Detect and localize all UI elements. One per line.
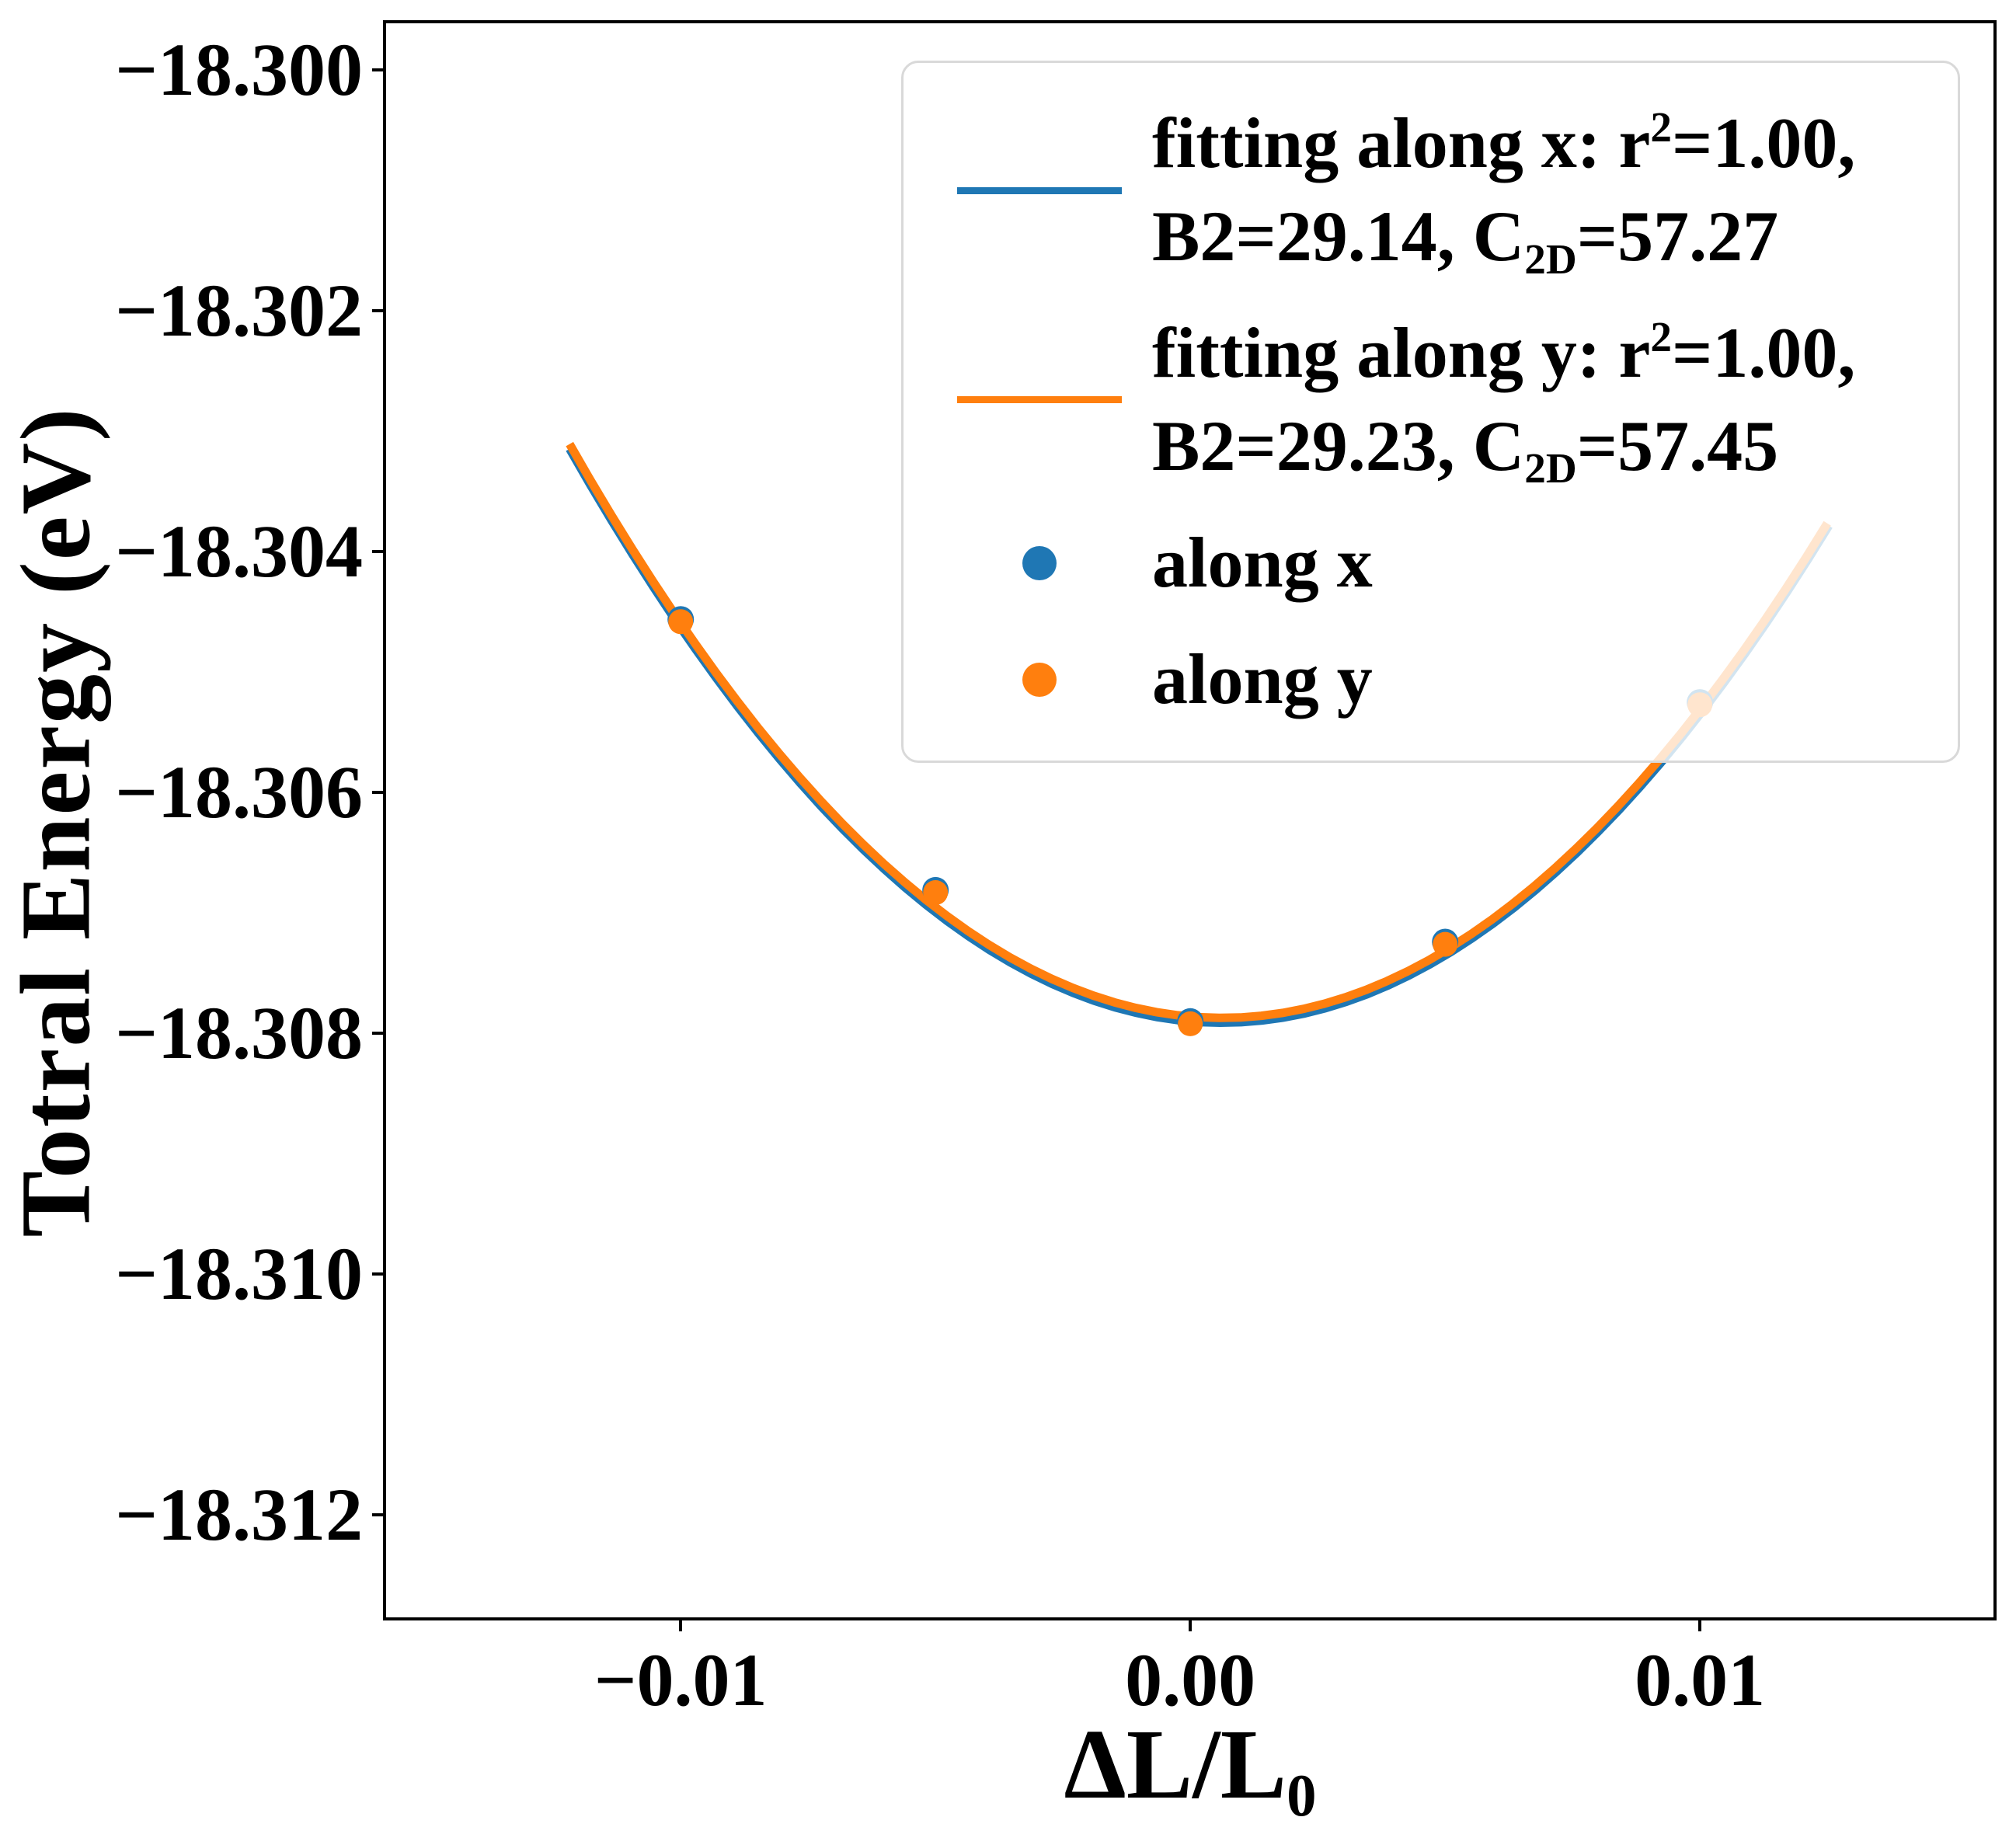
subscript-0: 0	[1287, 1763, 1317, 1824]
legend-entry-fit-y: fitting along y: r2=1.00, B2=29.23, C2D=…	[927, 307, 1939, 493]
x-tick-mark	[1698, 1617, 1702, 1631]
y-tick-label: −18.306	[115, 750, 363, 834]
data-point-along-y	[1178, 1011, 1203, 1036]
y-tick-mark	[372, 1032, 386, 1036]
y-tick-mark	[372, 1513, 386, 1517]
subscript-2d: 2D	[1524, 235, 1577, 283]
y-tick-label: −18.302	[115, 269, 363, 353]
y-tick-mark	[372, 1272, 386, 1276]
legend-label-fit-x: fitting along x: r2=1.00, B2=29.14, C2D=…	[1152, 103, 1856, 283]
data-point-along-y	[668, 609, 694, 635]
along-y-dot-swatch	[1022, 662, 1057, 697]
x-tick-mark	[679, 1617, 683, 1631]
legend-entry-fit-x: fitting along x: r2=1.00, B2=29.14, C2D=…	[927, 97, 1939, 283]
y-tick-mark	[372, 550, 386, 554]
x-axis-label: ΔL/L0	[1064, 1707, 1317, 1824]
x-tick-label: −0.01	[594, 1638, 768, 1721]
x-tick-label: 0.00	[1125, 1638, 1256, 1721]
superscript-2: 2	[1650, 103, 1672, 151]
y-tick-label: −18.308	[115, 991, 363, 1075]
y-tick-label: −18.310	[115, 1232, 363, 1316]
y-tick-mark	[372, 309, 386, 313]
x-tick-label: 0.01	[1635, 1638, 1766, 1721]
along-x-dot-swatch	[1022, 545, 1057, 580]
y-tick-label: −18.304	[115, 510, 363, 593]
legend-label-fit-y: fitting along y: r2=1.00, B2=29.23, C2D=…	[1152, 313, 1856, 493]
legend-entry-along-x: along x	[927, 517, 1939, 610]
y-tick-label: −18.300	[115, 28, 363, 112]
y-tick-mark	[372, 68, 386, 72]
fit-x-line-swatch	[957, 186, 1122, 194]
y-tick-mark	[372, 791, 386, 795]
data-point-along-y	[923, 880, 949, 905]
legend: fitting along x: r2=1.00, B2=29.14, C2D=…	[901, 61, 1960, 763]
x-tick-mark	[1189, 1617, 1193, 1631]
y-tick-label: −18.312	[115, 1473, 363, 1557]
subscript-2d: 2D	[1524, 444, 1577, 493]
superscript-2: 2	[1650, 313, 1672, 361]
legend-entry-along-y: along y	[927, 633, 1939, 726]
legend-label-along-x: along x	[1152, 522, 1373, 602]
fit-y-line-swatch	[957, 396, 1122, 404]
data-point-along-y	[1433, 931, 1458, 957]
legend-label-along-y: along y	[1152, 639, 1373, 719]
